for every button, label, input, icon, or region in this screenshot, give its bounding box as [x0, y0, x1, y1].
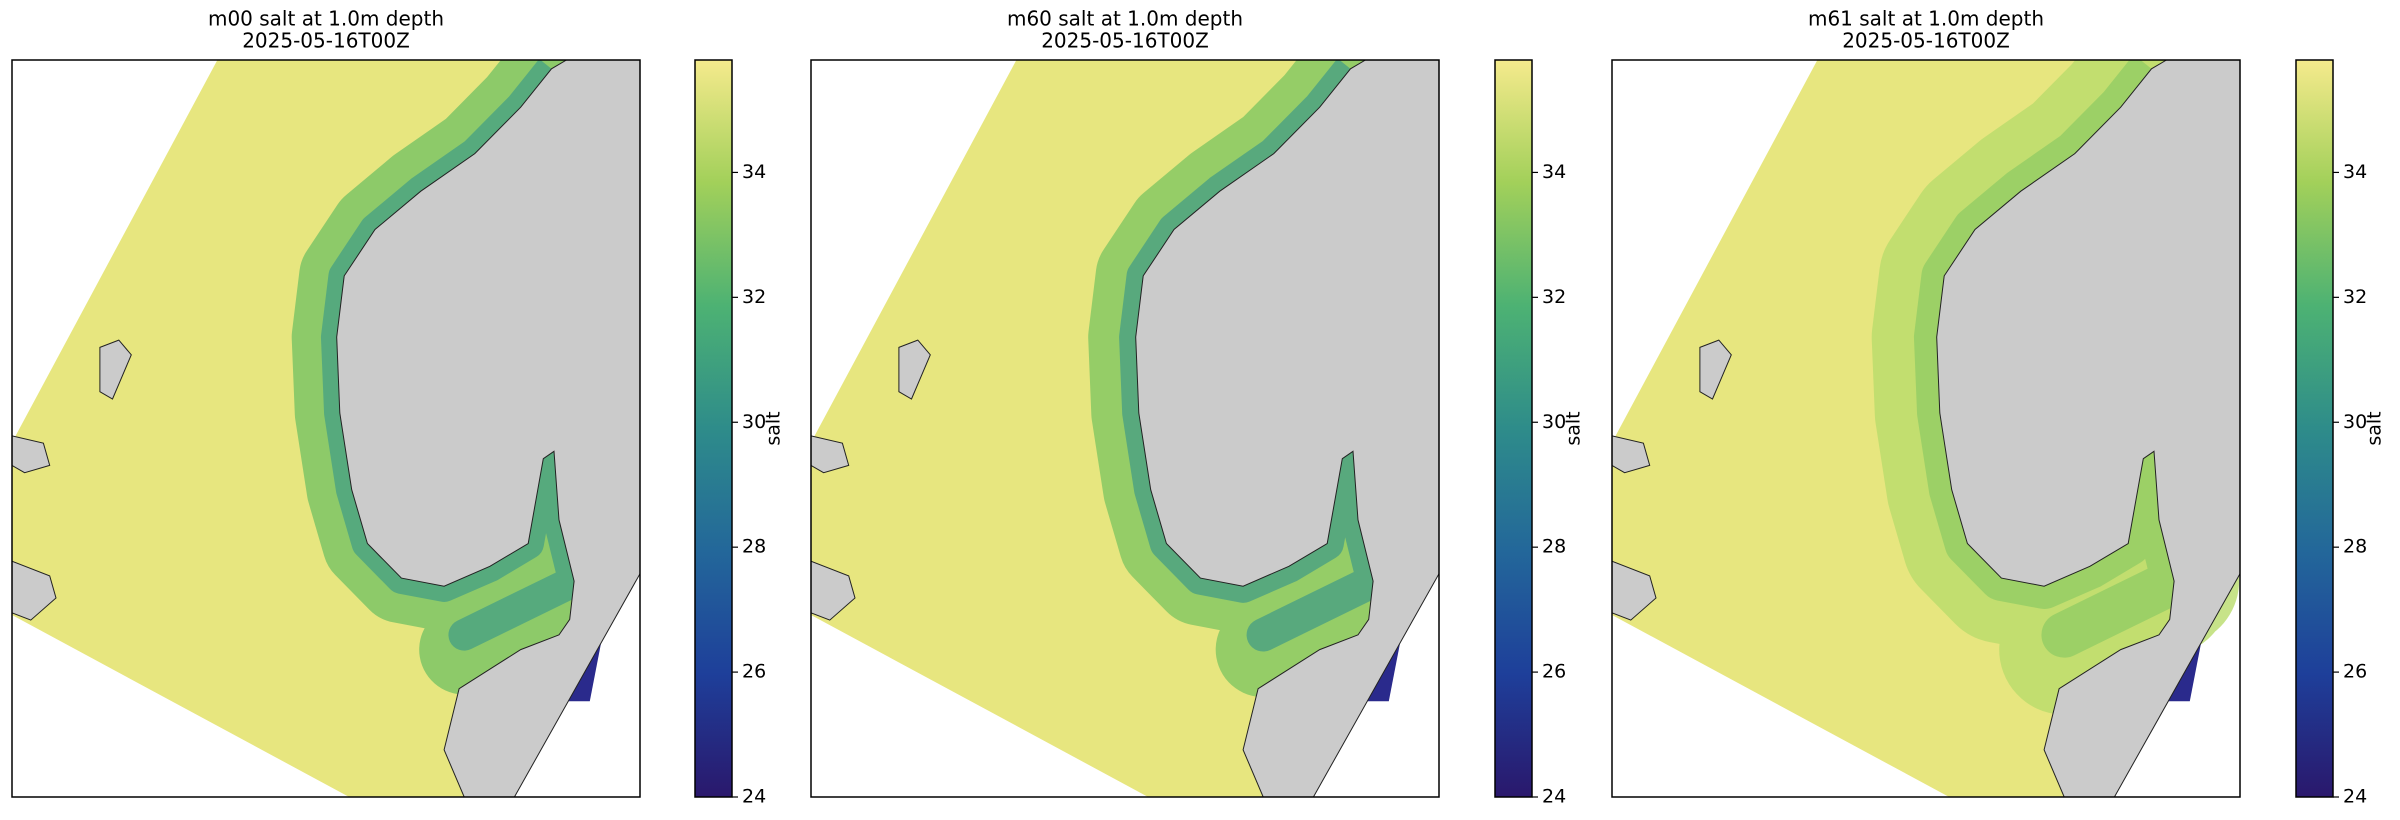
- colorbar-label: salt: [1563, 411, 1585, 445]
- colorbar-tick-label: 24: [2343, 786, 2367, 808]
- panel-title: m00 salt at 1.0m depth: [208, 7, 444, 31]
- colorbar-tick-label: 24: [742, 786, 766, 808]
- island: [1699, 339, 1732, 400]
- island: [811, 435, 850, 474]
- island: [898, 339, 931, 400]
- colorbar-tick-label: 24: [1542, 786, 1566, 808]
- colorbar: [694, 59, 733, 798]
- land: [1936, 60, 2240, 797]
- map-frame: [1611, 59, 2241, 798]
- colorbar-tick-label: 28: [1542, 536, 1566, 558]
- island: [99, 339, 132, 400]
- colorbar-tick-label: 34: [1542, 161, 1566, 183]
- land: [12, 560, 57, 621]
- colorbar-tick-label: 28: [2343, 536, 2367, 558]
- colorbar-tick-label: 32: [1542, 286, 1566, 308]
- panel-subtitle: 2025-05-16T00Z: [1041, 29, 1209, 53]
- panel-title: m61 salt at 1.0m depth: [1808, 7, 2044, 31]
- colorbar-tick-label: 30: [742, 411, 766, 433]
- colorbar-label: salt: [2364, 411, 2386, 445]
- map: [1612, 60, 2240, 797]
- panel-subtitle: 2025-05-16T00Z: [242, 29, 410, 53]
- land: [336, 60, 640, 797]
- map: [12, 60, 640, 797]
- colorbar-tick-label: 30: [1542, 411, 1566, 433]
- colorbar-tick-label: 32: [2343, 286, 2367, 308]
- colorbar-tick-label: 26: [2343, 661, 2367, 683]
- colorbar-label: salt: [763, 411, 785, 445]
- colorbar: [2295, 59, 2334, 798]
- panel-subtitle: 2025-05-16T00Z: [1842, 29, 2010, 53]
- colorbar-tick-label: 34: [2343, 161, 2367, 183]
- map-frame: [810, 59, 1440, 798]
- land: [1135, 60, 1439, 797]
- colorbar-tick-label: 26: [742, 661, 766, 683]
- land: [1612, 560, 1657, 621]
- colorbar-tick-label: 26: [1542, 661, 1566, 683]
- colorbar-tick-label: 30: [2343, 411, 2367, 433]
- island: [12, 435, 51, 474]
- colorbar-tick-label: 34: [742, 161, 766, 183]
- map: [811, 60, 1439, 797]
- colorbar-tick-label: 28: [742, 536, 766, 558]
- map-frame: [11, 59, 641, 798]
- panel-title: m60 salt at 1.0m depth: [1007, 7, 1243, 31]
- land: [811, 560, 856, 621]
- colorbar-tick-label: 32: [742, 286, 766, 308]
- colorbar: [1494, 59, 1533, 798]
- island: [1612, 435, 1651, 474]
